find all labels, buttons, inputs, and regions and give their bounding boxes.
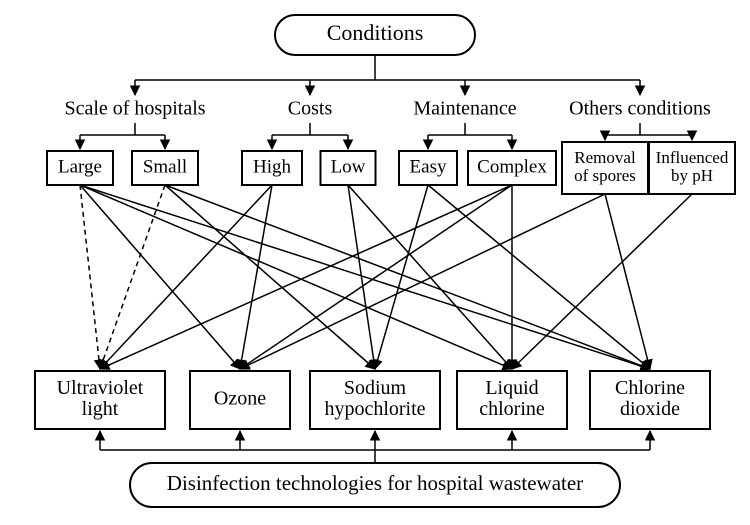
edge-low-hypo [348,185,375,369]
edge-small-dioxide [165,185,650,369]
others-label: Others conditions [569,98,711,120]
ph-label: by pH [671,166,713,185]
ozone-label: Ozone [214,388,266,410]
easy-label: Easy [410,156,447,177]
edge-ph-liquid [512,194,692,369]
complex-label: Complex [477,156,547,177]
costs-label: Costs [288,98,333,120]
uv-label: light [82,398,119,420]
liquid-label: chlorine [479,398,545,420]
uv-label: Ultraviolet [57,377,144,399]
edge-complex-ozone [240,185,512,369]
small-label: Small [143,156,187,177]
nodes-layer: Conditions Scale of hospitals Costs Mainten… [35,15,735,507]
edge-removal-dioxide [605,194,650,369]
removal-label: of spores [574,166,636,185]
edge-easy-hypo [375,185,428,369]
scale-label: Scale of hospitals [64,98,205,120]
edge-small-uv [100,185,165,369]
dioxide-label: Chlorine [615,377,685,399]
edge-high-uv [100,185,272,369]
edge-small-hypo [165,185,375,369]
edge-low-liquid [348,185,512,369]
edge-high-ozone [240,185,272,369]
diagram-canvas: Conditions Scale of hospitals Costs Mainten… [0,0,750,525]
conditions-label: Conditions [327,20,424,45]
hypo-label: hypochlorite [324,398,425,420]
ph-label: Influenced [656,148,729,167]
large-label: Large [58,156,102,177]
tech-label: Disinfection technologies for hospital w… [167,471,583,495]
edge-complex-uv [100,185,512,369]
low-label: Low [331,156,366,177]
liquid-label: Liquid [485,377,538,399]
high-label: High [253,156,292,177]
maintenance-label: Maintenance [413,98,516,120]
edge-large-uv [80,185,100,369]
hypo-label: Sodium [344,377,407,399]
removal-label: Removal [574,148,636,167]
edge-easy-dioxide [428,185,650,369]
dioxide-label: dioxide [620,398,680,420]
